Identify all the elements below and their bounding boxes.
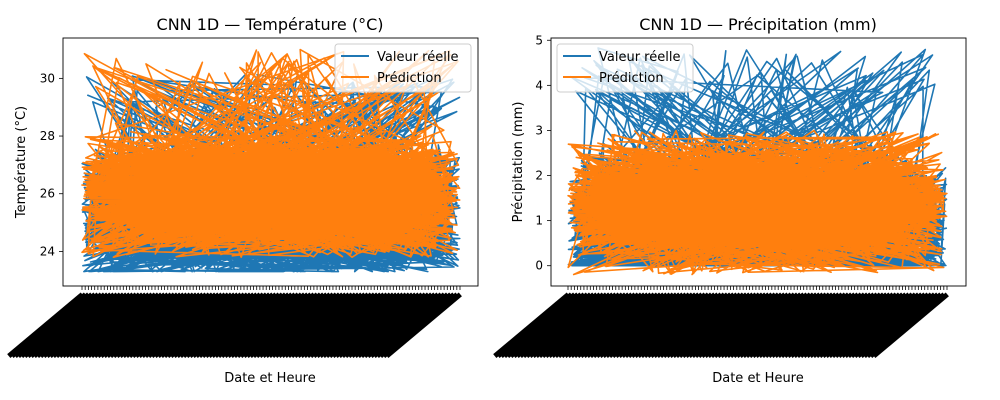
plot-area bbox=[81, 48, 461, 273]
axes-frame bbox=[62, 37, 479, 287]
legend: Valeur réelle Prédiction bbox=[334, 43, 472, 93]
x-axis-ticks bbox=[7, 286, 462, 359]
y-tick-label: 2 bbox=[535, 169, 543, 183]
chart-temperature: CNN 1D — Température (°C) 24 26 28 30 Tempé… bbox=[7, 15, 479, 386]
y-tick-label: 3 bbox=[535, 123, 543, 137]
y-axis-ticks: 0 1 2 3 4 5 bbox=[535, 33, 551, 273]
y-tick-label: 30 bbox=[40, 71, 55, 85]
chart-precipitation: CNN 1D — Précipitation (mm) 0 1 2 3 4 5 Préci… bbox=[493, 15, 967, 386]
x-axis-ticks bbox=[493, 286, 949, 359]
legend-label-actual: Valeur réelle bbox=[377, 50, 458, 65]
y-tick-label: 5 bbox=[535, 33, 543, 47]
legend: Valeur réelle Prédiction bbox=[556, 43, 694, 93]
chart-title: CNN 1D — Précipitation (mm) bbox=[639, 15, 877, 34]
chart-title: CNN 1D — Température (°C) bbox=[157, 15, 384, 34]
plot-area bbox=[567, 47, 948, 276]
axes-frame bbox=[550, 37, 967, 287]
series-line-prediction bbox=[567, 129, 948, 276]
y-axis-label: Température (°C) bbox=[14, 106, 29, 219]
y-tick-label: 24 bbox=[40, 244, 55, 258]
x-axis-label: Date et Heure bbox=[224, 371, 316, 386]
y-tick-label: 0 bbox=[535, 259, 543, 273]
legend-label-actual: Valeur réelle bbox=[599, 50, 680, 65]
x-axis-label: Date et Heure bbox=[712, 371, 804, 386]
series-line-prediction bbox=[81, 48, 461, 259]
y-tick-label: 26 bbox=[40, 187, 55, 201]
y-tick-label: 1 bbox=[535, 214, 543, 228]
y-tick-label: 28 bbox=[40, 129, 55, 143]
legend-label-prediction: Prédiction bbox=[377, 71, 442, 86]
x-tick-label bbox=[872, 292, 949, 359]
y-axis-ticks: 24 26 28 30 bbox=[40, 71, 63, 258]
legend-label-prediction: Prédiction bbox=[599, 71, 664, 86]
y-tick-label: 4 bbox=[535, 78, 543, 92]
y-axis-label: Précipitation (mm) bbox=[511, 102, 526, 223]
x-tick-label bbox=[385, 292, 462, 359]
